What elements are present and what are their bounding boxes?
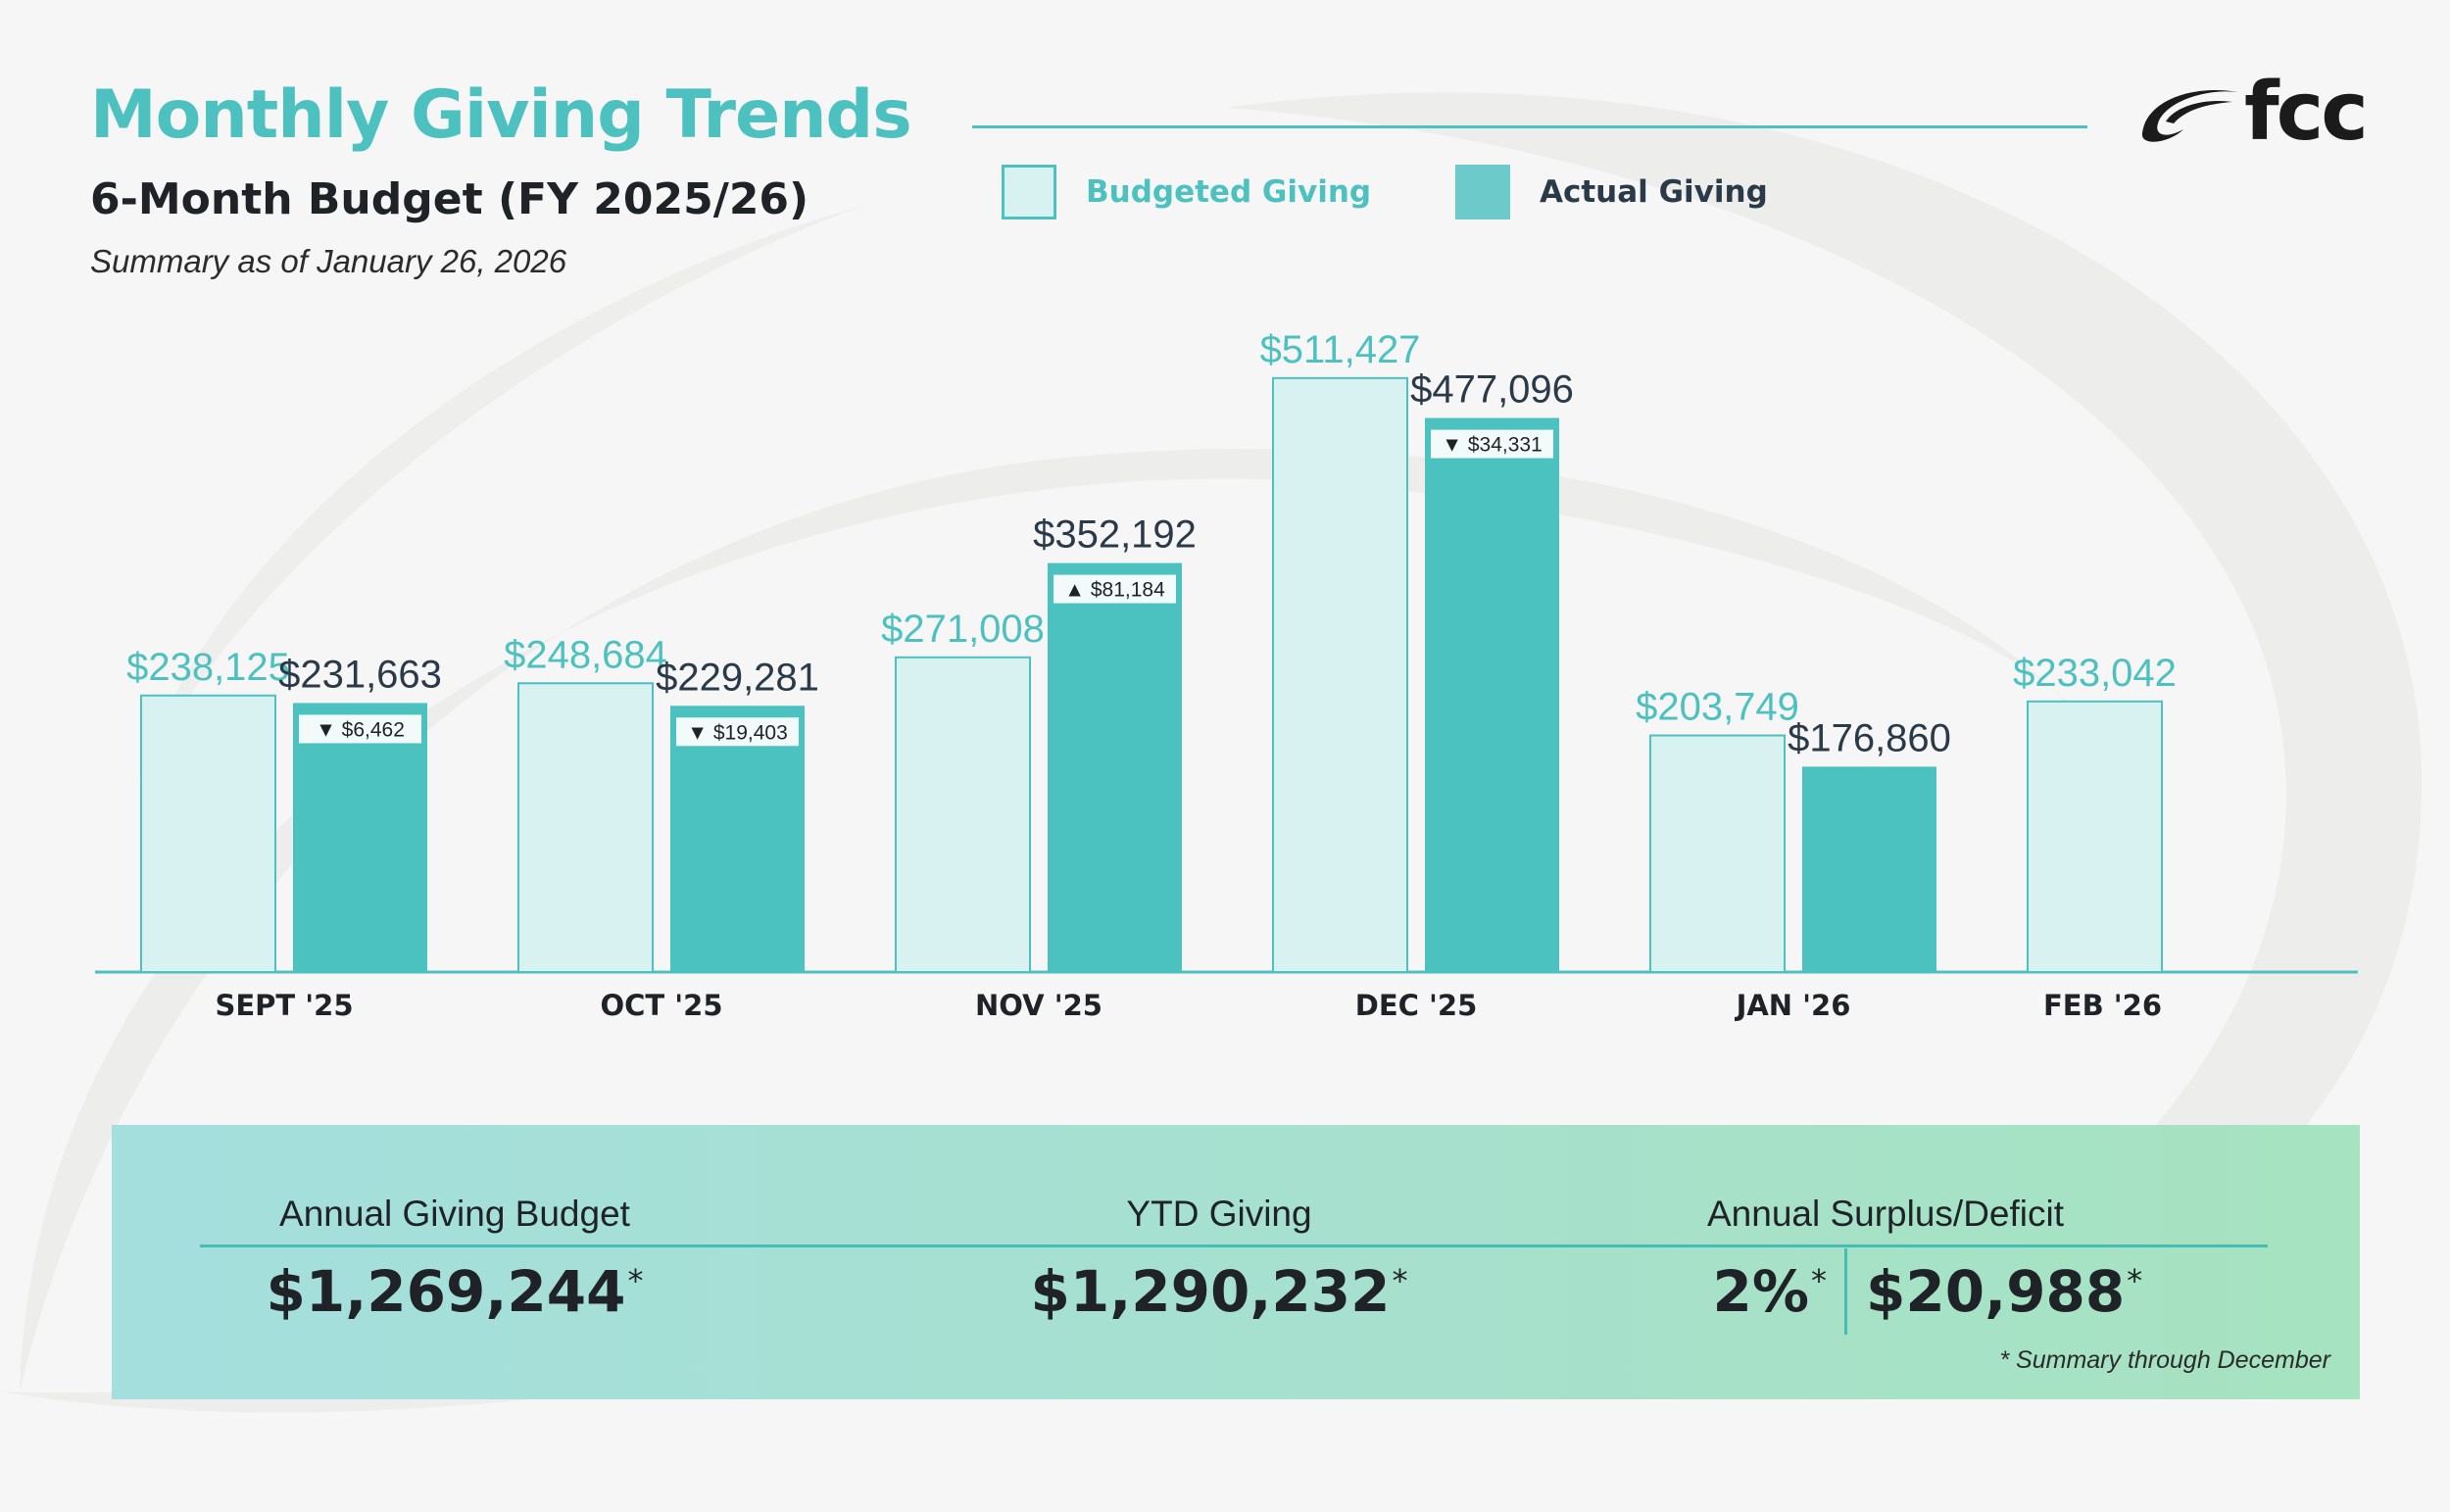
x-tick-label: DEC '25 bbox=[1355, 989, 1478, 1022]
x-tick-label: NOV '25 bbox=[975, 989, 1102, 1022]
actual-value-label: $477,096 bbox=[1410, 368, 1574, 412]
actual-value-label: $176,860 bbox=[1788, 716, 1951, 759]
x-tick-label: SEPT '25 bbox=[215, 989, 353, 1022]
budget-bar bbox=[1272, 376, 1408, 973]
variance-label: ▼ $34,331 bbox=[1442, 434, 1543, 457]
summary-divider bbox=[1844, 1248, 1847, 1335]
surplus-value: $20,988* bbox=[1866, 1258, 2142, 1325]
summary-panel: Annual Giving Budget $1,269,244* YTD Giv… bbox=[112, 1125, 2360, 1399]
x-tick-label: FEB '26 bbox=[2043, 989, 2162, 1022]
actual-bar bbox=[670, 706, 805, 972]
legend-budgeted: Budgeted Giving bbox=[1002, 163, 1371, 221]
summary-footnote: * Summary through December bbox=[1999, 1346, 2330, 1374]
budget-value-label: $233,042 bbox=[2013, 652, 2177, 695]
page-title: Monthly Giving Trends bbox=[90, 76, 912, 154]
actual-bar bbox=[1425, 417, 1559, 973]
actual-bar bbox=[1802, 766, 1936, 972]
ytd-value: $1,290,232* bbox=[994, 1258, 1445, 1325]
legend-budgeted-swatch bbox=[1002, 165, 1056, 219]
budget-value-label: $248,684 bbox=[504, 633, 667, 676]
budget-value-label: $271,008 bbox=[881, 608, 1045, 651]
x-tick-label: JAN '26 bbox=[1735, 989, 1851, 1022]
legend-actual-label: Actual Giving bbox=[1540, 174, 1768, 210]
ytd-label: YTD Giving bbox=[1126, 1194, 1312, 1234]
surplus-value-asterisk: * bbox=[2127, 1261, 2143, 1299]
budget-value-label: $203,749 bbox=[1636, 686, 1799, 729]
surplus-value-amount: $20,988 bbox=[1866, 1258, 2126, 1325]
budget-bar bbox=[1649, 734, 1786, 974]
variance-label: ▼ $19,403 bbox=[687, 721, 788, 744]
annual-budget-label: Annual Giving Budget bbox=[279, 1194, 630, 1234]
actual-bar bbox=[293, 703, 427, 972]
surplus-label: Annual Surplus/Deficit bbox=[1706, 1194, 2065, 1234]
ytd-amount: $1,290,232 bbox=[1030, 1258, 1391, 1325]
header-rule bbox=[972, 125, 2087, 128]
variance-badge bbox=[1431, 429, 1553, 459]
variance-label: ▲ $81,184 bbox=[1064, 579, 1165, 602]
budget-bar bbox=[895, 656, 1031, 973]
surplus-percent: 2%* bbox=[1699, 1258, 1827, 1325]
budget-value-label: $511,427 bbox=[1260, 328, 1421, 371]
variance-badge bbox=[1054, 574, 1176, 604]
actual-value-label: $229,281 bbox=[656, 656, 819, 699]
swoosh-logo-icon bbox=[2141, 89, 2238, 142]
legend-actual: Actual Giving bbox=[1455, 163, 1768, 221]
fcc-logo: fcc bbox=[2136, 66, 2369, 159]
as-of-date: Summary as of January 26, 2026 bbox=[90, 243, 567, 279]
variance-badge bbox=[299, 714, 421, 744]
actual-value-label: $352,192 bbox=[1033, 513, 1197, 557]
legend-budgeted-label: Budgeted Giving bbox=[1086, 174, 1372, 210]
giving-bar-chart: $238,125$231,663 ▼ $6,462 SEPT '25 $248,684… bbox=[95, 328, 2358, 1022]
x-tick-label: OCT '25 bbox=[600, 989, 722, 1022]
surplus-percent-asterisk: * bbox=[1811, 1261, 1827, 1299]
variance-label: ▼ $6,462 bbox=[316, 718, 405, 741]
legend-actual-swatch bbox=[1455, 165, 1510, 219]
logo-wordmark: fcc bbox=[2244, 66, 2369, 159]
page-subtitle: 6-Month Budget (FY 2025/26) bbox=[90, 174, 809, 224]
surplus-percent-amount: 2% bbox=[1712, 1258, 1809, 1325]
budget-bar bbox=[140, 694, 276, 973]
budget-bar bbox=[2027, 700, 2163, 973]
actual-bar bbox=[1048, 562, 1182, 972]
summary-rule bbox=[200, 1244, 2268, 1247]
budget-bar bbox=[517, 682, 654, 973]
annual-budget-amount: $1,269,244 bbox=[266, 1258, 626, 1325]
budget-value-label: $238,125 bbox=[126, 646, 290, 689]
variance-badge bbox=[676, 717, 799, 747]
annual-budget-asterisk: * bbox=[627, 1261, 644, 1299]
ytd-asterisk: * bbox=[1392, 1261, 1408, 1299]
actual-value-label: $231,663 bbox=[278, 653, 442, 696]
annual-budget-value: $1,269,244* bbox=[249, 1258, 661, 1325]
